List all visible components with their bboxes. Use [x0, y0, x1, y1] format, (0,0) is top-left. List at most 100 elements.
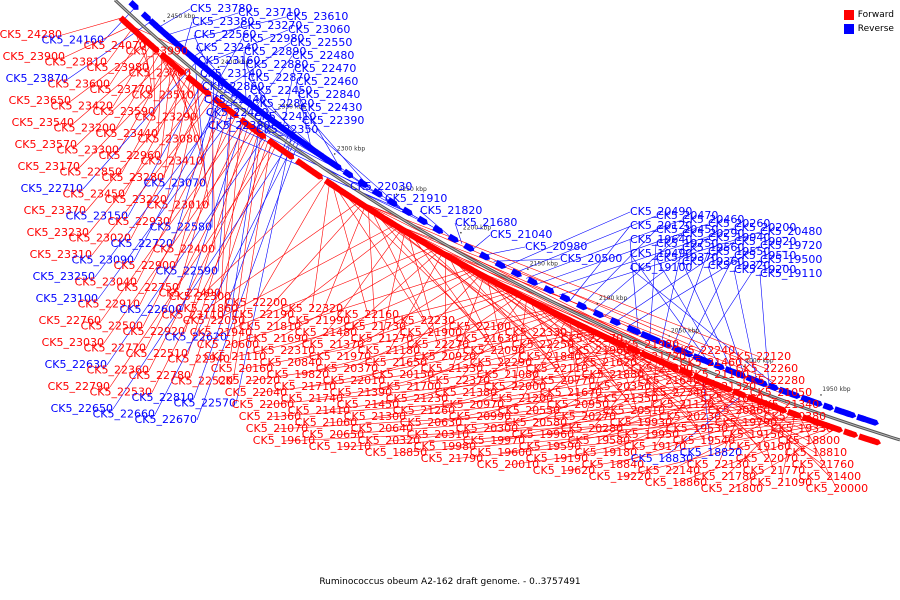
gene-label: CK5_22100	[449, 320, 511, 333]
legend-label-reverse: Reverse	[857, 24, 894, 34]
backbone-highlight	[114, 0, 900, 441]
gene-label: CK5_21040	[490, 228, 552, 241]
gene-label: CK5_23070	[144, 177, 206, 190]
gene-leader-line	[97, 99, 245, 300]
gene-label: CK5_18800	[778, 434, 840, 447]
gene-label: CK5_21770	[743, 464, 805, 477]
gene-label: CK5_23770	[90, 83, 152, 96]
reverse-gene-feature	[401, 206, 413, 216]
gene-leader-line	[780, 414, 796, 484]
reverse-gene-feature	[447, 233, 459, 243]
gene-label: CK5_21290	[631, 362, 693, 375]
gene-label: CK5_21400	[799, 470, 861, 483]
gene-leader-line	[684, 255, 735, 353]
gene-leader-line	[85, 82, 196, 212]
gene-label: CK5_21710	[274, 380, 336, 393]
gene-leader-line	[91, 98, 215, 256]
gene-label: CK5_22820	[252, 97, 314, 110]
gene-leader-line	[581, 325, 747, 424]
gene-leader-line	[391, 222, 768, 370]
gene-label: CK5_19820	[267, 368, 329, 381]
gene-leader-line	[160, 62, 172, 157]
gene-label: CK5_20600	[197, 338, 259, 351]
gene-label: CK5_21700	[379, 380, 441, 393]
gene-label: CK5_21820	[420, 204, 482, 217]
gene-leader-line	[109, 143, 274, 388]
gene-label: CK5_19490	[630, 247, 692, 260]
gene-label: CK5_22940	[168, 353, 230, 366]
gene-label: CK5_19950	[617, 428, 679, 441]
gene-label: CK5_20310	[407, 428, 469, 441]
legend-item-reverse: Reverse	[843, 22, 894, 36]
gene-leader-line	[612, 409, 783, 466]
gene-leader-line	[243, 51, 247, 101]
forward-gene-feature	[775, 404, 788, 414]
gene-label: CK5_21900	[400, 326, 462, 339]
gene-label: CK5_22310	[253, 344, 315, 357]
gene-label: CK5_22360	[87, 364, 149, 377]
gene-label: CK5_22460	[296, 75, 358, 88]
genome-backbone	[113, 0, 900, 442]
gene-label: CK5_20860	[708, 404, 770, 417]
gene-label: CK5_19190	[526, 452, 588, 465]
gene-label: CK5_22500	[81, 320, 143, 333]
gene-label: CK5_21330	[421, 362, 483, 375]
gene-label: CK5_19510	[734, 249, 796, 262]
gene-label: CK5_23110	[162, 309, 224, 322]
gene-leader-line	[437, 388, 727, 436]
gene-leader-line	[190, 139, 269, 377]
gene-label: CK5_23170	[18, 160, 80, 173]
gene-label: CK5_19100	[630, 261, 692, 274]
gene-leader-line	[451, 421, 816, 460]
gene-leader-line	[88, 90, 205, 234]
reverse-gene-feature	[867, 417, 879, 426]
gene-leader-line	[276, 400, 759, 430]
gene-leader-line	[754, 399, 831, 478]
forward-gene-feature	[721, 384, 733, 393]
gene-label: CK5_20260	[708, 217, 770, 230]
gene-label: CK5_23310	[30, 248, 92, 261]
gene-label: CK5_20980	[525, 240, 587, 253]
gene-leader-line	[154, 48, 198, 118]
gene-leader-line	[455, 260, 614, 376]
gene-leader-line	[374, 369, 680, 418]
gene-label: CK5_21940	[190, 326, 252, 339]
gene-leader-line	[573, 322, 635, 412]
gene-leader-line	[629, 267, 782, 391]
gene-label: CK5_21670	[540, 386, 602, 399]
gene-label: CK5_22060	[232, 398, 294, 411]
scale-ticks: 2450 kbp 2400 kbp 2350 kbp 2300 kbp 2250 kbp…	[163, 13, 851, 396]
gene-label: CK5_20000	[806, 482, 868, 495]
gene-label: CK5_22090	[463, 344, 525, 357]
reverse-gene-feature	[767, 382, 779, 391]
gene-label: CK5_20270	[554, 410, 616, 423]
gene-label: CK5_21270	[351, 332, 413, 345]
gene-label: CK5_22530	[90, 386, 152, 399]
gene-label: CK5_21880	[582, 368, 644, 381]
gene-leader-line	[681, 261, 733, 372]
gene-leader-line	[290, 291, 513, 364]
reverse-gene-feature	[811, 398, 823, 407]
gene-label: CK5_22960	[99, 149, 161, 162]
gene-leader-line	[381, 386, 723, 430]
gene-leader-line	[724, 412, 792, 478]
gene-label: CK5_19180	[575, 446, 637, 459]
reverse-gene-feature	[463, 242, 475, 252]
gene-leader-line	[213, 224, 396, 322]
gene-leader-line	[136, 107, 227, 283]
gene-leader-line	[411, 235, 495, 352]
gene-leader-line	[649, 243, 657, 338]
gene-label: CK5_22070	[736, 452, 798, 465]
gene-leader-line	[655, 257, 721, 368]
gene-label: CK5_22000	[484, 380, 546, 393]
gene-label: CK5_23590	[93, 105, 155, 118]
gene-label: CK5_21860	[176, 302, 238, 315]
gene-leader-line	[384, 218, 656, 358]
scale-tick-mark	[333, 153, 336, 155]
gene-leader-line	[166, 12, 239, 36]
gene-label: CK5_22870	[248, 71, 310, 84]
gene-leader-line	[145, 130, 257, 349]
gene-label: CK5_20350	[589, 380, 651, 393]
gene-label: CK5_22850	[60, 166, 122, 179]
gene-leader-line	[282, 68, 295, 129]
